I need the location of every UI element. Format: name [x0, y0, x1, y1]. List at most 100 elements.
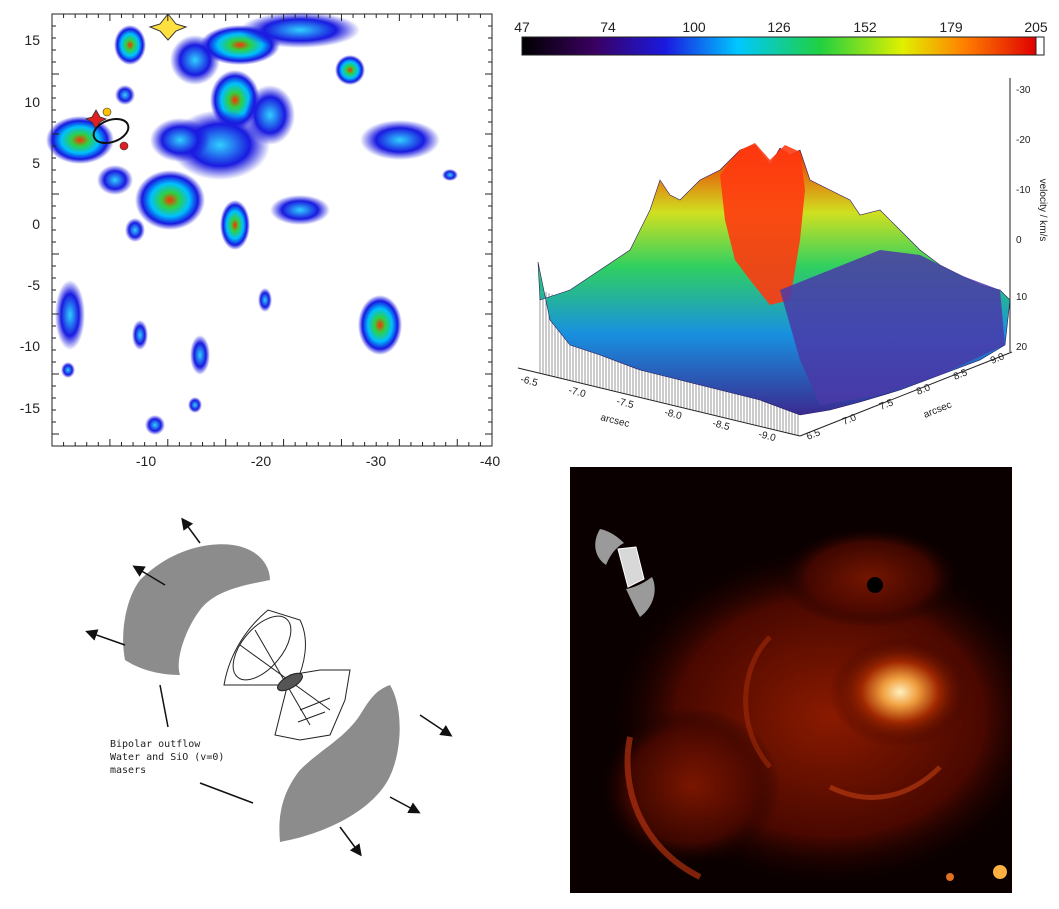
- y-tick-label: 5: [32, 155, 40, 171]
- y-tick-label: 7.5: [878, 397, 895, 413]
- outflow-annotation: Bipolar outflow Water and SiO (v=0) mase…: [110, 738, 224, 777]
- emission-blob: [360, 120, 440, 160]
- bright-source: [993, 865, 1007, 879]
- emission-blob: [135, 170, 205, 230]
- bright-emission-region: [830, 637, 970, 747]
- infrared-image-svg: [570, 467, 1012, 893]
- y-tick-label: 0: [32, 216, 40, 232]
- y-axis-line: [799, 351, 1013, 437]
- outflow-arrow: [339, 826, 362, 857]
- emission-blob: [270, 195, 330, 225]
- colorbar-tick-label: 74: [600, 19, 616, 35]
- yellow-star-icon: [148, 13, 188, 41]
- colorbar-tick-label: 100: [682, 19, 706, 35]
- yellow-dot-marker: [102, 107, 112, 117]
- y-tick-label: 7.0: [841, 412, 858, 428]
- map-frame: [51, 13, 493, 447]
- outflow-arrow: [85, 629, 126, 646]
- diffuse-glow: [780, 527, 960, 627]
- y-tick-label: -15: [20, 400, 40, 416]
- annotation-line: masers: [110, 765, 147, 776]
- outflow-arrow: [181, 517, 201, 544]
- x-tick-label: -7.0: [567, 385, 587, 400]
- y-tick-label: -5: [28, 277, 41, 293]
- emission-blob: [115, 85, 135, 105]
- velocity-map-svg: 15 10 5 0 -5 -10 -15 -10 -20 -30 -40: [20, 12, 500, 469]
- z-tick-label: -10: [1016, 185, 1031, 196]
- emission-filament: [624, 736, 702, 880]
- annotation-line: Water and SiO (v=0): [110, 752, 225, 763]
- annotation-line: Bipolar outflow: [110, 739, 201, 750]
- z-tick-label: 0: [1016, 235, 1022, 246]
- emission-blob: [258, 288, 272, 312]
- colorbar-tick-label: 126: [767, 19, 791, 35]
- outflow-arrow: [389, 796, 421, 814]
- lower-outflow-lobe: [279, 685, 400, 842]
- upper-outflow-lobe: [123, 544, 270, 675]
- emission-blob: [150, 118, 210, 162]
- velocity-map-panel: 15 10 5 0 -5 -10 -15 -10 -20 -30 -40: [0, 0, 500, 470]
- z-tick-label: 10: [1016, 292, 1028, 303]
- red-dot-marker: [119, 141, 129, 151]
- outflow-arrow: [419, 714, 453, 737]
- x-tick-label: -6.5: [519, 374, 539, 389]
- emission-filament: [743, 635, 772, 769]
- y-axis-label: arcsec: [922, 400, 953, 421]
- annotation-leader-line: [159, 684, 169, 728]
- colorbar: [521, 36, 1037, 56]
- emission-blob: [125, 218, 145, 242]
- infrared-image-panel: [570, 467, 1012, 893]
- x-tick-label: -7.5: [615, 396, 635, 411]
- y-tick-label: 6.5: [805, 427, 822, 443]
- colorbar-tick-label: 179: [939, 19, 963, 35]
- y-tick-label: 9.0: [989, 351, 1006, 367]
- outflow-diagram-svg: [85, 517, 453, 857]
- inset-outflow-sketch: [595, 529, 655, 617]
- z-tick-label: -20: [1016, 135, 1031, 146]
- y-tick-label: 8.0: [915, 382, 932, 398]
- annotation-leader-line: [199, 782, 254, 804]
- y-tick-label: 15: [24, 32, 40, 48]
- x-axis-line: [517, 367, 801, 437]
- emission-blob: [220, 200, 250, 250]
- colorbar-tick-label: 47: [514, 19, 530, 35]
- emission-blob: [114, 25, 146, 65]
- x-tick-label: -10: [136, 453, 156, 469]
- emission-blob: [61, 362, 75, 378]
- emission-blob: [132, 320, 148, 350]
- colorbar-end: [1035, 36, 1045, 56]
- x-tick-label: -40: [480, 453, 500, 469]
- z-tick-label: -30: [1016, 85, 1031, 96]
- z-tick-label: 20: [1016, 342, 1028, 353]
- colorbar-tick-label: 205: [1024, 19, 1048, 35]
- y-tick-label: -10: [20, 338, 40, 354]
- outflow-diagram-panel: Bipolar outflow Water and SiO (v=0) mase…: [0, 470, 560, 904]
- y-tick-label: 10: [24, 94, 40, 110]
- emission-blob: [240, 12, 360, 48]
- map-axis-ticks: [51, 13, 493, 447]
- colorbar-tick-label: 152: [853, 19, 877, 35]
- x-tick-label: -9.0: [757, 429, 777, 444]
- x-tick-label: -20: [251, 453, 271, 469]
- outflow-arrow: [132, 565, 166, 586]
- emission-filament: [828, 765, 942, 800]
- central-star-sketch: [223, 609, 351, 741]
- emission-blob: [358, 295, 402, 355]
- surface-plot-svg: 47 74 100 126 152 179 205 -30 -20 -10 0 …: [514, 19, 1048, 444]
- emission-blob: [55, 280, 85, 350]
- emission-blob: [188, 397, 202, 413]
- emission-blob: [97, 165, 133, 195]
- y-tick-label: 8.5: [952, 367, 969, 383]
- z-axis-label: velocity / km/s: [1037, 179, 1048, 242]
- dark-spot: [867, 577, 883, 593]
- emission-blob: [442, 169, 458, 181]
- outflow-ellipse: [92, 117, 130, 145]
- surface-low-region: [780, 250, 1005, 405]
- x-tick-label: -8.0: [663, 407, 683, 422]
- x-tick-label: -8.5: [711, 418, 731, 433]
- surface-peak: [720, 143, 805, 305]
- bright-source: [946, 873, 954, 881]
- x-tick-label: -30: [366, 453, 386, 469]
- x-axis-label: arcsec: [599, 412, 630, 430]
- surface-plot-panel: 47 74 100 126 152 179 205 -30 -20 -10 0 …: [500, 0, 1059, 450]
